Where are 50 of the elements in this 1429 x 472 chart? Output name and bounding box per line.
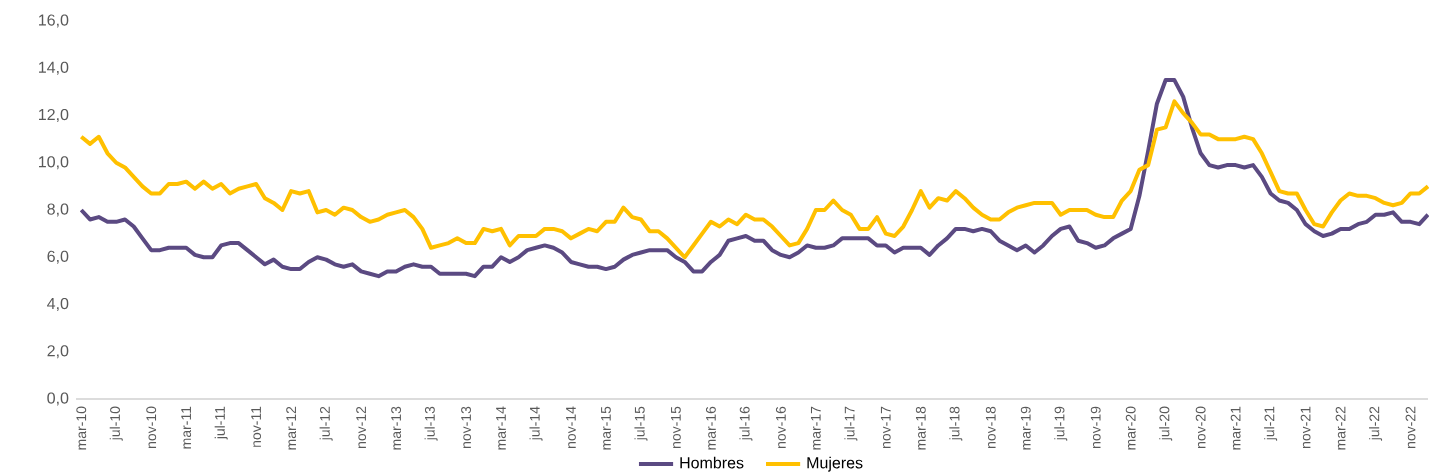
x-tick-label: nov-16 bbox=[775, 406, 786, 448]
x-tick-label: nov-10 bbox=[146, 406, 157, 448]
x-tick-label: jul-11 bbox=[214, 406, 228, 440]
x-tick-label: nov-22 bbox=[1405, 406, 1416, 448]
x-tick-label: nov-15 bbox=[671, 406, 681, 448]
x-tick-label: nov-14 bbox=[566, 406, 576, 448]
x-tick-label: mar-20 bbox=[1125, 406, 1136, 450]
x-tick-label: mar-15 bbox=[601, 406, 611, 450]
y-tick-label: 14,0 bbox=[39, 61, 69, 75]
x-tick-label: mar-16 bbox=[705, 406, 716, 450]
x-tick-label: jul-10 bbox=[109, 406, 123, 441]
x-tick-label: jul-20 bbox=[1159, 406, 1173, 441]
x-tick-label: nov-18 bbox=[985, 406, 996, 448]
x-tick-label: jul-14 bbox=[529, 406, 543, 441]
x-tick-label: jul-19 bbox=[1054, 406, 1068, 441]
x-tick-label: nov-13 bbox=[461, 406, 471, 448]
x-tick-label: mar-11 bbox=[181, 406, 192, 449]
y-tick-label: 4,0 bbox=[47, 297, 69, 312]
y-tick-label: 2,0 bbox=[47, 345, 69, 359]
legend-label: Mujeres bbox=[807, 456, 863, 472]
y-tick-label: 6,0 bbox=[47, 250, 69, 264]
x-tick-label: jul-13 bbox=[424, 406, 438, 441]
x-tick-label: nov-12 bbox=[356, 406, 367, 448]
x-tick-label: mar-19 bbox=[1020, 406, 1031, 450]
y-tick-label: 16,0 bbox=[39, 14, 69, 28]
x-tick-label: mar-17 bbox=[810, 406, 821, 450]
x-tick-label: mar-13 bbox=[391, 406, 402, 450]
x-tick-label: jul-15 bbox=[634, 406, 648, 441]
x-tick-label: mar-12 bbox=[286, 406, 297, 450]
x-tick-label: jul-17 bbox=[844, 406, 858, 441]
y-tick-label: 10,0 bbox=[39, 156, 69, 170]
y-tick-label: 8,0 bbox=[47, 203, 69, 217]
x-tick-label: jul-21 bbox=[1264, 406, 1278, 441]
x-tick-label: nov-17 bbox=[880, 406, 891, 448]
x-tick-label: jul-12 bbox=[319, 406, 333, 441]
x-tick-label: nov-20 bbox=[1195, 406, 1206, 448]
y-tick-label: 12,0 bbox=[39, 108, 69, 123]
x-tick-label: jul-16 bbox=[739, 406, 753, 441]
x-tick-label: mar-21 bbox=[1230, 406, 1241, 450]
x-tick-label: mar-22 bbox=[1335, 406, 1346, 450]
legend-label: Hombres bbox=[680, 456, 744, 469]
x-tick-label: nov-11 bbox=[251, 406, 262, 447]
x-tick-label: mar-14 bbox=[496, 406, 506, 450]
x-tick-label: jul-22 bbox=[1369, 406, 1383, 441]
y-tick-label: 0,0 bbox=[47, 392, 69, 406]
x-tick-label: mar-10 bbox=[76, 406, 87, 450]
x-tick-label: nov-21 bbox=[1300, 406, 1311, 448]
x-tick-label: mar-18 bbox=[915, 406, 926, 450]
x-tick-label: nov-19 bbox=[1090, 406, 1101, 448]
x-tick-label: jul-18 bbox=[949, 406, 963, 441]
